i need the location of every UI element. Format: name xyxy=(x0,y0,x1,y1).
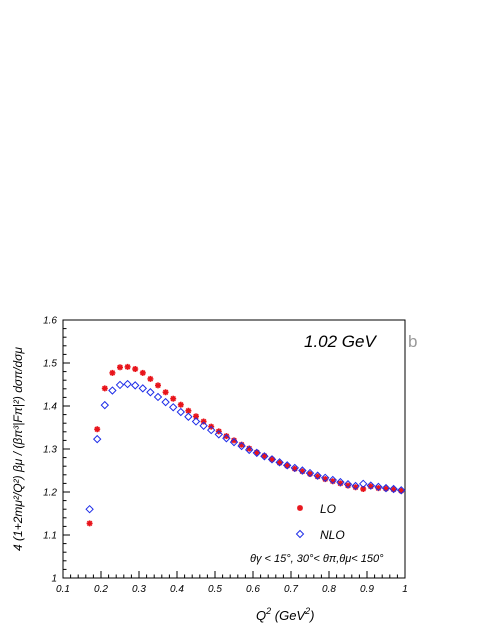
y-tick-label: 1 xyxy=(51,574,57,585)
x-tick-label: 0.8 xyxy=(322,584,336,595)
panel-letter: b xyxy=(408,332,417,351)
point-nlo xyxy=(358,479,368,489)
point-nlo xyxy=(153,392,163,402)
point-nlo xyxy=(168,403,178,412)
point-nlo xyxy=(138,384,148,393)
legend-label-lo: LO xyxy=(320,502,336,516)
point-nlo xyxy=(298,466,307,475)
point-nlo xyxy=(244,445,254,455)
point-nlo xyxy=(366,481,376,490)
point-nlo xyxy=(343,480,353,489)
point-nlo xyxy=(381,483,391,493)
point-nlo xyxy=(130,381,140,390)
point-nlo xyxy=(115,380,125,390)
x-tick-label: 0.2 xyxy=(94,584,108,595)
point-nlo xyxy=(161,397,170,407)
point-lo xyxy=(177,401,184,408)
point-lo xyxy=(139,369,146,376)
legend-marker-lo xyxy=(297,505,303,511)
point-nlo xyxy=(100,400,110,410)
point-nlo xyxy=(260,452,269,461)
point-nlo xyxy=(229,437,239,447)
point-lo xyxy=(162,389,169,396)
y-axis-label: 4 (1+2mμ²/Q²) βμ / (βπ³|Fπ|²) dσπ/dσμ xyxy=(11,347,25,551)
point-nlo xyxy=(146,388,155,397)
series-nlo xyxy=(85,379,406,514)
point-nlo xyxy=(237,441,246,451)
x-tick-label: 1 xyxy=(402,584,408,595)
point-nlo xyxy=(336,477,345,487)
x-tick-label: 0.9 xyxy=(360,584,374,595)
x-tick-label: 0.7 xyxy=(284,584,298,595)
y-tick-label: 1.6 xyxy=(43,316,57,327)
point-nlo xyxy=(290,463,300,473)
point-nlo xyxy=(108,386,117,395)
x-axis: 0.1 0.2 0.3 0.4 0.5 0.6 0.7 0.8 0.9 1 xyxy=(56,571,408,595)
point-lo xyxy=(223,433,230,440)
y-tick-label: 1.1 xyxy=(43,531,57,542)
cuts-label: θγ < 15°, 30°< θπ,θμ< 150° xyxy=(250,553,384,565)
point-lo xyxy=(94,426,101,433)
legend: LO NLO xyxy=(295,502,345,542)
point-lo xyxy=(200,418,207,425)
point-lo xyxy=(170,395,177,402)
y-axis: 1 1.1 1.2 1.3 1.4 1.5 1.6 xyxy=(43,316,70,585)
data-points xyxy=(85,363,406,527)
point-lo xyxy=(86,520,93,527)
point-nlo xyxy=(199,421,208,430)
x-tick-label: 0.1 xyxy=(56,584,70,595)
point-nlo xyxy=(252,448,262,458)
point-nlo xyxy=(267,455,277,464)
point-nlo xyxy=(206,425,216,435)
point-nlo xyxy=(320,473,330,483)
y-tick-label: 1.2 xyxy=(43,488,57,499)
point-nlo xyxy=(389,484,398,494)
point-nlo xyxy=(214,430,224,439)
x-axis-label-sup: 2 xyxy=(265,606,271,616)
point-nlo xyxy=(396,486,406,495)
point-lo xyxy=(124,363,131,370)
x-tick-label: 0.6 xyxy=(246,584,260,595)
point-nlo xyxy=(222,434,231,443)
point-nlo xyxy=(191,417,201,426)
x-tick-label: 0.3 xyxy=(132,584,146,595)
point-nlo xyxy=(282,461,292,470)
point-nlo xyxy=(184,412,193,421)
point-nlo xyxy=(85,504,94,514)
point-nlo xyxy=(374,482,383,492)
point-lo xyxy=(132,366,139,373)
point-nlo xyxy=(92,434,102,444)
point-lo xyxy=(147,375,154,382)
energy-label: 1.02 GeV xyxy=(304,332,377,351)
legend-marker-nlo xyxy=(295,529,305,539)
point-nlo xyxy=(176,407,186,417)
point-nlo xyxy=(328,475,338,485)
plot-frame xyxy=(62,319,406,579)
x-axis-label: Q2 (GeV2) xyxy=(256,606,314,623)
point-nlo xyxy=(351,481,360,491)
x-axis-label-units-sup: 2 xyxy=(304,606,310,616)
x-axis-label-units: (GeV xyxy=(271,608,306,623)
point-nlo xyxy=(123,379,132,389)
x-tick-label: 0.5 xyxy=(208,584,222,595)
y-tick-label: 1.3 xyxy=(43,445,57,456)
y-tick-label: 1.4 xyxy=(43,402,57,413)
y-tick-label: 1.5 xyxy=(43,359,57,370)
point-lo xyxy=(117,364,123,371)
point-lo xyxy=(101,385,108,392)
point-lo xyxy=(155,382,161,389)
x-tick-label: 0.4 xyxy=(170,584,184,595)
point-nlo xyxy=(305,468,315,478)
point-nlo xyxy=(313,471,322,480)
x-axis-label-units-close: ) xyxy=(308,608,314,623)
legend-label-nlo: NLO xyxy=(320,528,345,542)
x-axis-label-base: Q xyxy=(256,608,266,623)
point-nlo xyxy=(275,458,284,467)
point-lo xyxy=(109,369,116,376)
